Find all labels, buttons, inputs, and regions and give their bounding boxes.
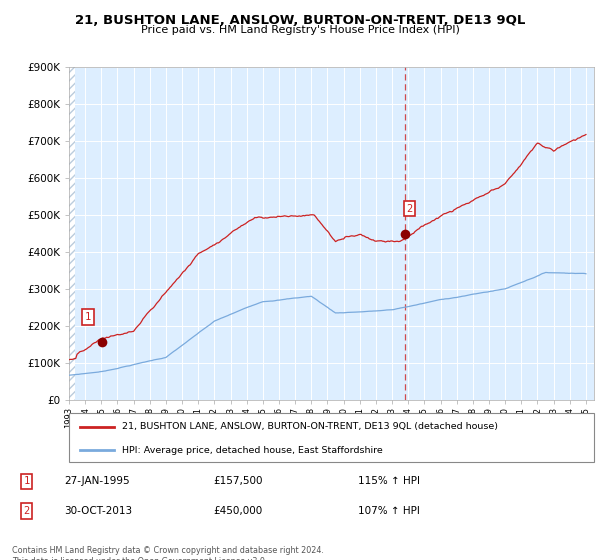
Text: HPI: Average price, detached house, East Staffordshire: HPI: Average price, detached house, East…	[121, 446, 382, 455]
Text: 27-JAN-1995: 27-JAN-1995	[64, 477, 130, 487]
Text: 1: 1	[23, 477, 29, 487]
Text: 107% ↑ HPI: 107% ↑ HPI	[358, 506, 419, 516]
Text: £450,000: £450,000	[214, 506, 263, 516]
Text: Contains HM Land Registry data © Crown copyright and database right 2024.
This d: Contains HM Land Registry data © Crown c…	[12, 546, 324, 560]
Text: 30-OCT-2013: 30-OCT-2013	[64, 506, 132, 516]
FancyBboxPatch shape	[69, 413, 594, 462]
Text: Price paid vs. HM Land Registry's House Price Index (HPI): Price paid vs. HM Land Registry's House …	[140, 25, 460, 35]
Text: £157,500: £157,500	[214, 477, 263, 487]
Text: 21, BUSHTON LANE, ANSLOW, BURTON-ON-TRENT, DE13 9QL: 21, BUSHTON LANE, ANSLOW, BURTON-ON-TREN…	[75, 14, 525, 27]
Text: 115% ↑ HPI: 115% ↑ HPI	[358, 477, 419, 487]
Text: 2: 2	[406, 204, 413, 213]
Polygon shape	[69, 67, 76, 400]
Text: 1: 1	[85, 312, 91, 322]
Text: 21, BUSHTON LANE, ANSLOW, BURTON-ON-TRENT, DE13 9QL (detached house): 21, BUSHTON LANE, ANSLOW, BURTON-ON-TREN…	[121, 422, 497, 431]
Text: 2: 2	[23, 506, 29, 516]
